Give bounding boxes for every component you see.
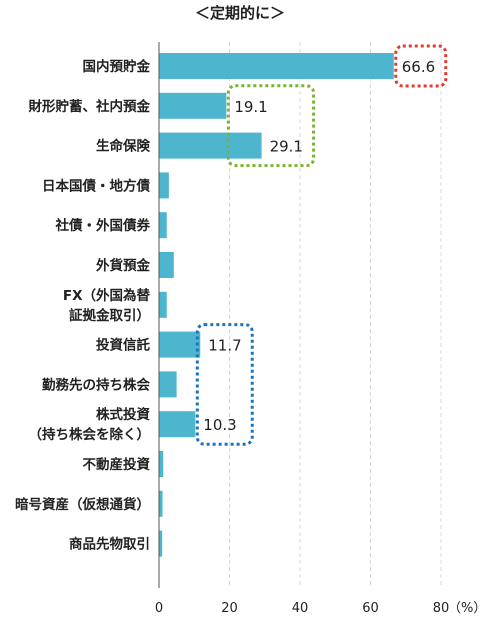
- x-tick-label: 60: [362, 601, 379, 616]
- bar: [159, 331, 201, 358]
- grid-lines: [229, 42, 442, 588]
- category-label: 暗号資産（仮想通貨）: [15, 496, 150, 513]
- category-label: 勤務先の持ち株会: [42, 376, 150, 393]
- bar: [159, 252, 174, 278]
- category-label: 生命保険: [96, 138, 150, 155]
- bar: [159, 490, 163, 517]
- highlight-box: [195, 323, 254, 446]
- highlight-boxes: [195, 44, 448, 446]
- highlight-box: [226, 84, 316, 168]
- category-label: 不動産投資: [83, 456, 151, 473]
- bar: [159, 132, 262, 159]
- x-tick-label: 0: [155, 601, 163, 616]
- value-label: 19.1: [234, 98, 267, 116]
- value-label: 66.6: [402, 58, 435, 76]
- bar: [159, 212, 167, 239]
- category-label: 国内預貯金: [83, 58, 151, 75]
- category-label: 日本国債・地方債: [42, 177, 150, 194]
- category-label: FX（外国為替証拠金取引）: [63, 287, 151, 324]
- bar: [159, 530, 163, 557]
- value-label: 11.7: [208, 337, 241, 355]
- highlight-box: [394, 44, 448, 88]
- chart-title: ＜定期的に＞: [195, 4, 285, 22]
- x-tick-label: 40: [292, 601, 309, 616]
- bar: [159, 371, 177, 398]
- value-label: 10.3: [203, 416, 236, 434]
- bar: [159, 53, 394, 79]
- x-tick-label: 80: [433, 601, 450, 616]
- unit-label: （%）: [448, 601, 480, 616]
- bar: [159, 411, 196, 438]
- bar: [159, 451, 164, 477]
- category-label: 投資信託: [96, 337, 150, 354]
- bars: [159, 53, 394, 557]
- bar: [159, 172, 169, 199]
- x-tick-label: 20: [221, 601, 238, 616]
- category-label: 商品先物取引: [69, 536, 150, 553]
- bar: [159, 92, 227, 119]
- x-axis-ticks: 0 20 40 60 80: [155, 601, 449, 616]
- category-label: 外貨預金: [96, 257, 150, 274]
- value-label: 29.1: [270, 138, 303, 156]
- category-label: 社債・外国債券: [55, 217, 151, 234]
- value-labels: 66.6 19.1 29.1 11.7 10.3: [203, 58, 435, 434]
- category-label: 株式投資（持ち株会を除く）: [29, 406, 151, 443]
- bar: [159, 291, 167, 318]
- category-label: 財形貯蓄、社内預金: [28, 98, 151, 115]
